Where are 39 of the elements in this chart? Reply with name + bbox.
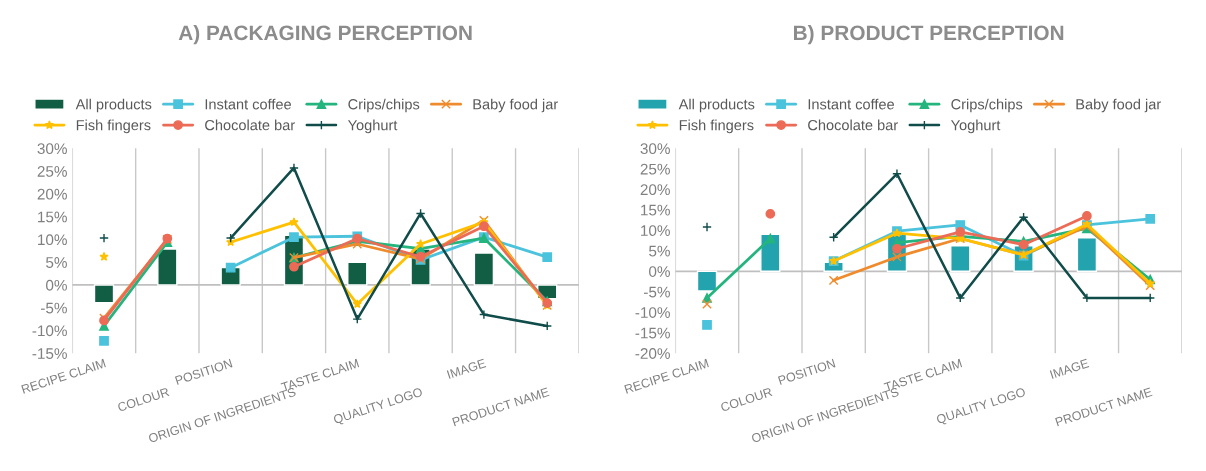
legend-label: Chocolate bar — [808, 119, 898, 131]
y-tick-label: -10% — [635, 307, 670, 318]
y-tick-label: 15% — [38, 211, 67, 223]
legend-label: Yoghurt — [347, 119, 398, 134]
chart-title: B) PRODUCT PERCEPTION — [794, 24, 1064, 45]
legend-label: Baby food jar — [1076, 98, 1161, 113]
y-tick-label: 10% — [38, 234, 67, 246]
legend-label: Crips/chips — [951, 98, 1023, 113]
y-tick-label: 15% — [641, 204, 670, 216]
legend-label: Instant coffee — [808, 98, 895, 110]
y-tick-label: 25% — [37, 166, 67, 177]
x-tick-label: IMAGE — [446, 358, 487, 379]
y-tick-label: 0% — [46, 279, 67, 291]
legend-label: Instant coffee — [205, 98, 292, 110]
y-tick-label: 5% — [649, 245, 670, 257]
y-tick-label: -15% — [32, 348, 67, 359]
legend-label: Crips/chips — [348, 98, 420, 113]
legend-label: Baby food jar — [473, 98, 558, 113]
y-tick-label: 25% — [640, 163, 670, 175]
legend-label: All products — [75, 98, 152, 113]
y-tick-label: 0% — [649, 266, 670, 277]
legend-label: Fish fingers — [679, 119, 754, 134]
legend-label: Yoghurt — [950, 119, 1001, 134]
chart-title: A) PACKAGING PERCEPTION — [178, 24, 472, 45]
y-tick-label: -5% — [644, 286, 670, 298]
legend-label: Fish fingers — [76, 119, 151, 134]
y-tick-label: -5% — [41, 302, 67, 314]
y-tick-label: 5% — [46, 257, 67, 268]
y-tick-label: 20% — [640, 184, 670, 196]
y-tick-label: -20% — [635, 348, 670, 359]
y-tick-label: -15% — [635, 327, 670, 339]
y-tick-label: 10% — [641, 225, 670, 237]
y-tick-label: 20% — [37, 188, 67, 200]
y-tick-label: 30% — [640, 143, 670, 155]
x-tick-label: IMAGE — [1049, 358, 1090, 379]
y-tick-label: 30% — [37, 143, 67, 155]
y-tick-label: -10% — [32, 325, 67, 337]
legend-label: Chocolate bar — [205, 119, 295, 131]
legend-label: All products — [678, 98, 755, 113]
